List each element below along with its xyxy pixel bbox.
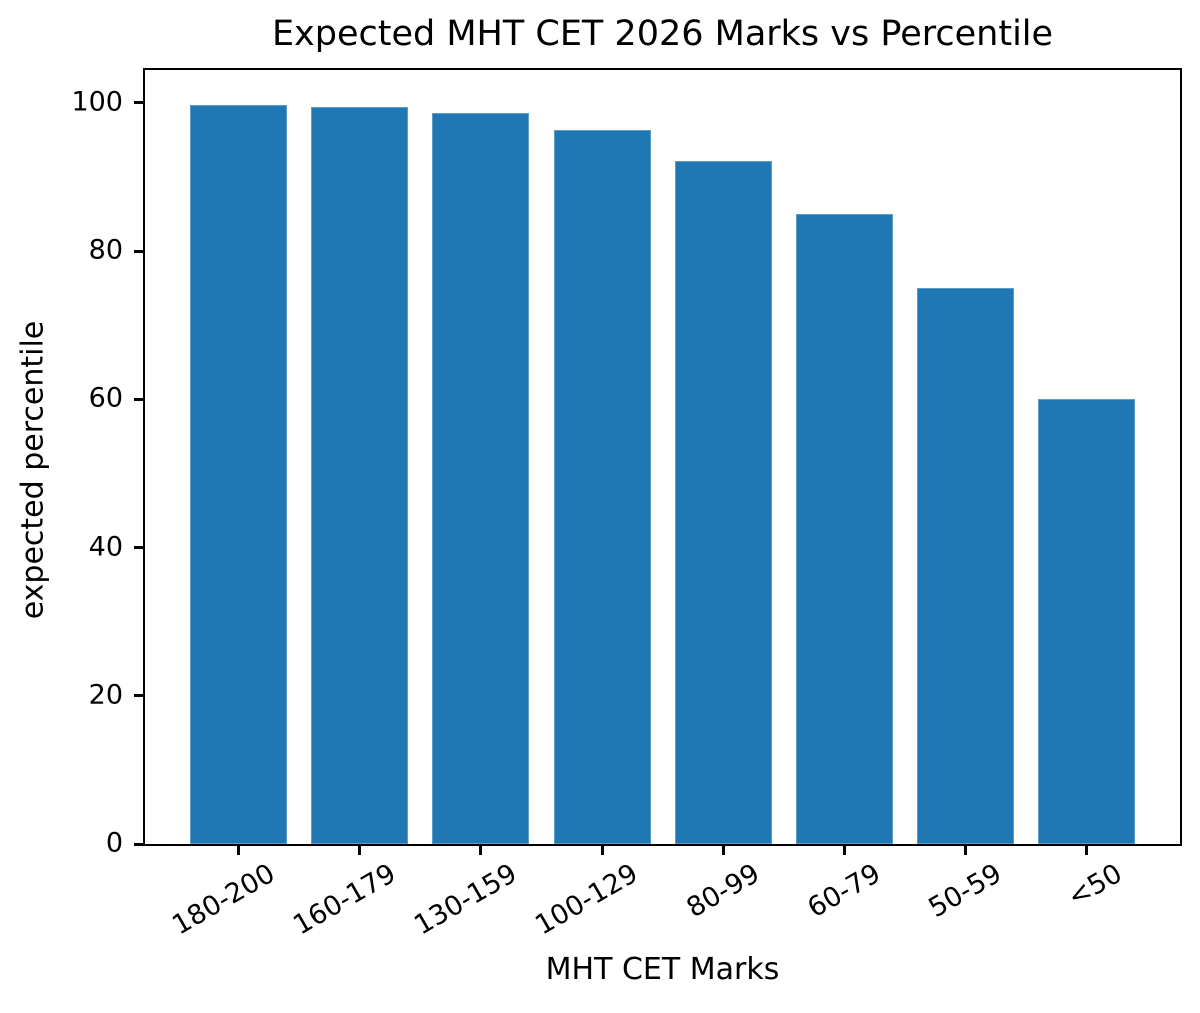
- y-axis-label: expected percentile: [15, 320, 51, 620]
- bar-100-129: [553, 130, 651, 844]
- x-tick-mark: [963, 846, 967, 855]
- bar-60-79: [795, 214, 893, 844]
- x-tick-label: 80-99: [681, 858, 765, 925]
- x-tick-label: 100-129: [530, 858, 644, 942]
- y-tick-label: 20: [88, 679, 123, 711]
- x-tick-mark: [237, 846, 241, 855]
- x-tick-label: 60-79: [802, 858, 886, 925]
- y-tick-label: 100: [71, 86, 123, 118]
- y-tick-mark: [134, 397, 143, 401]
- y-tick-label: 40: [88, 530, 123, 562]
- chart-title: Expected MHT CET 2026 Marks vs Percentil…: [271, 14, 1054, 54]
- x-tick-mark: [721, 846, 725, 855]
- y-tick-mark: [134, 842, 143, 846]
- x-tick-label: 160-179: [288, 858, 402, 942]
- y-tick-label: 0: [105, 827, 123, 859]
- x-tick-mark: [842, 846, 846, 855]
- x-tick-label: <50: [1063, 858, 1128, 914]
- bar-50-59: [916, 288, 1014, 844]
- bar-130-159: [432, 113, 530, 844]
- y-tick-label: 60: [88, 382, 123, 414]
- x-tick-mark: [358, 846, 362, 855]
- plot-area: 180-200 160-179 130-159 100-129 80-99 60-79 50…: [71, 68, 1182, 941]
- y-tick-mark: [134, 546, 143, 550]
- bar-160-179: [311, 106, 409, 844]
- y-tick-mark: [134, 101, 143, 105]
- y-tick-mark: [134, 694, 143, 698]
- x-tick-mark: [600, 846, 604, 855]
- bar-<50: [1037, 399, 1135, 844]
- bar-80-99: [674, 160, 772, 844]
- x-tick-label: 50-59: [923, 858, 1007, 925]
- bar-180-200: [190, 105, 288, 844]
- y-tick-label: 80: [88, 234, 123, 266]
- x-axis-label: MHT CET Marks: [545, 952, 780, 987]
- x-tick-mark: [479, 846, 483, 855]
- x-tick-mark: [1084, 846, 1088, 855]
- x-tick-label: 130-159: [409, 858, 523, 942]
- y-tick-mark: [134, 249, 143, 253]
- x-tick-label: 180-200: [166, 858, 281, 942]
